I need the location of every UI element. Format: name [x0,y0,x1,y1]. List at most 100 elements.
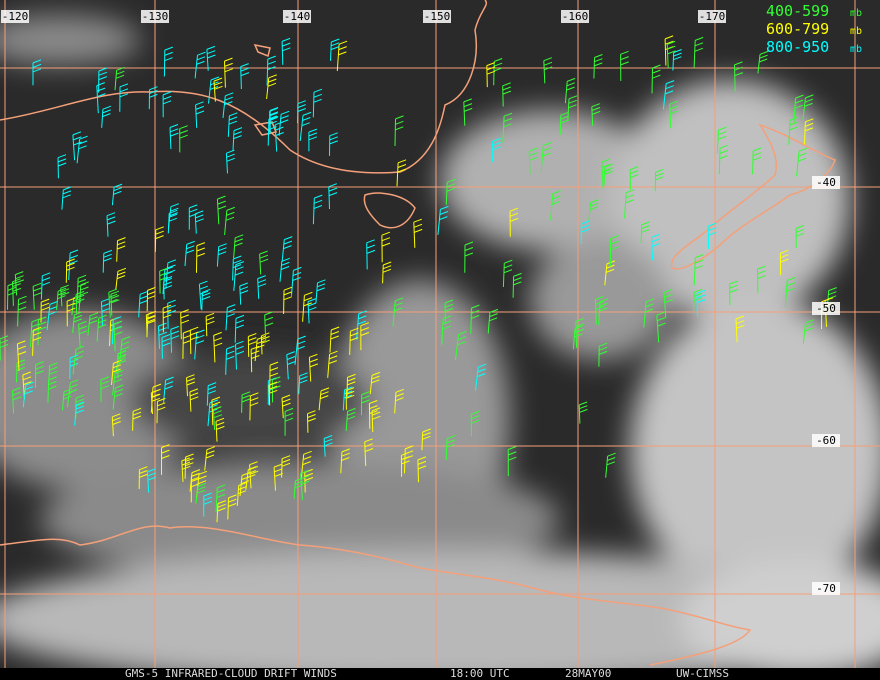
wind-barb [215,484,226,513]
wind-barb [567,95,578,122]
wind-barb [281,394,291,419]
wind-barb [312,194,323,225]
wind-barb [47,376,57,403]
wind-barb [291,266,302,296]
wind-barb [475,363,487,391]
wind-barb [207,399,219,427]
wind-barb [463,98,473,126]
wind-barb [264,311,274,343]
wind-barb [100,376,110,402]
wind-barb [257,275,267,299]
wind-barb [487,308,499,334]
wind-barb [651,64,661,94]
wind-barb [224,206,235,236]
wind-barb [315,279,326,304]
wind-barb [298,372,308,395]
wind-barb [802,94,814,120]
longitude-label: -120 [2,10,29,23]
latitude-label: -50 [816,302,836,315]
wind-barb [186,374,196,397]
wind-barb [250,345,260,373]
wind-barb [327,350,338,378]
wind-barb [233,234,244,259]
wind-barb [236,482,247,506]
label-bg [812,582,840,595]
wind-barb [308,353,319,382]
wind-barb [643,298,655,328]
label-bg [423,10,451,23]
wind-barb [62,388,73,411]
wind-barb [620,50,629,81]
wind-barb [215,417,225,442]
wind-barb [578,401,588,424]
wind-barb [663,288,673,318]
wind-barb [132,407,142,431]
wind-barb [396,159,407,187]
wind-barb [40,298,50,323]
wind-barb [190,472,200,503]
wind-barb [603,163,613,186]
wind-barb [455,331,467,361]
wind-barb [87,312,99,336]
wind-barb [417,456,427,483]
wind-barb [204,446,216,471]
wind-barb [167,209,178,234]
footer-text: UW-CIMSS [676,667,729,680]
wind-barb [213,331,223,363]
wind-barb [273,463,283,491]
wind-barb [146,286,156,312]
wind-barb [672,49,682,71]
wind-barb [784,277,796,308]
wind-barb [421,428,431,451]
wind-barb [693,254,704,286]
wind-barb [802,319,814,344]
wind-barb [361,391,370,416]
wind-barb [227,112,238,137]
wind-barb [509,207,519,237]
wind-barb [734,61,743,92]
wind-barb [470,410,480,437]
wind-barb [194,51,206,79]
wind-barb [696,289,706,317]
wind-barb [154,226,164,253]
wind-barb [268,381,278,406]
wind-barb [96,82,106,114]
wind-barb [293,477,304,499]
wind-barb [572,325,584,350]
wind-barb [0,335,9,361]
wind-barb [61,186,72,210]
wind-barb [512,272,522,298]
wind-barb [381,231,391,263]
footer-text: 28MAY00 [565,667,611,680]
wind-barb [68,249,79,281]
wind-barb [591,103,601,127]
wind-barb [69,354,79,380]
wind-barb [35,361,44,388]
wind-barb [413,218,423,248]
wind-barb [112,384,124,410]
wind-barb [249,461,259,489]
wind-barb [445,178,456,205]
wind-barb [195,101,205,128]
wind-barb [119,83,129,112]
wind-barb [400,451,410,477]
wind-barb [394,388,405,414]
footer-bar [0,668,880,680]
legend: 400-599 mb 600-799 mb 800-950 mb [766,2,862,56]
wind-barb [111,316,122,345]
wind-barb [259,250,269,275]
wind-barb [232,127,243,151]
wind-barb [564,77,576,104]
wind-barb [115,267,127,290]
longitude-labels: -120 -130 -140 -150 -160 -170 [1,10,726,23]
wind-barbs [0,35,837,523]
wind-barb [148,86,158,110]
legend-unit: mb [850,8,862,19]
wind-barb [595,296,604,325]
wind-barb [40,272,51,300]
wind-barb [67,379,79,408]
wind-barb [757,265,766,293]
wind-barb [492,137,501,163]
clouds [0,15,880,680]
wind-barb [284,407,294,436]
